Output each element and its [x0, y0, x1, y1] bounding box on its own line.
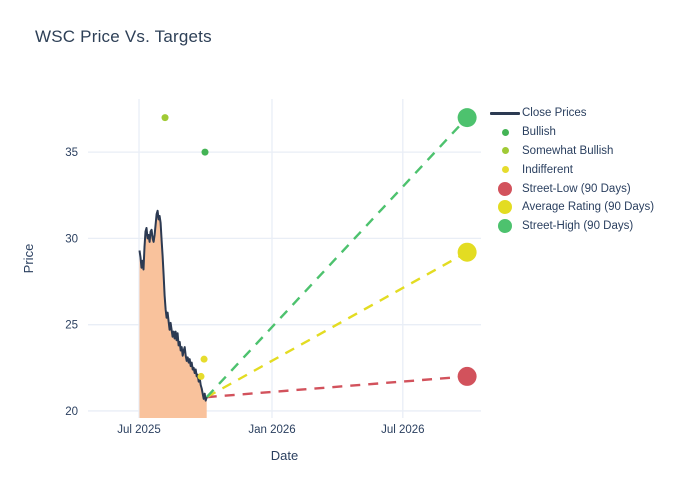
- y-tick-label: 20: [65, 406, 78, 418]
- legend-item-bullish[interactable]: Bullish: [488, 123, 654, 142]
- target-line-street-low-days-: [206, 375, 468, 399]
- legend-dot-swatch: [488, 181, 522, 196]
- marker-somewhat-bullish: [161, 114, 169, 122]
- legend-dot-swatch: [488, 219, 522, 234]
- legend-label: Close Prices: [522, 107, 587, 120]
- legend: Close Prices Bullish Somewhat Bullish Indif…: [488, 104, 654, 236]
- marker-average-rating-days-: [457, 242, 477, 262]
- legend-item-street-low-days-[interactable]: Street-Low (90 Days): [488, 179, 654, 198]
- marker-street-low-days-: [457, 366, 477, 386]
- legend-swatch-color: [501, 166, 509, 174]
- marker-bullish: [201, 148, 209, 156]
- legend-swatch-color: [490, 112, 520, 115]
- legend-dot-swatch: [488, 128, 522, 136]
- marker-indifferent: [197, 372, 205, 380]
- target-line-average-rating-days-: [206, 251, 468, 399]
- y-tick-label: 30: [65, 233, 78, 245]
- y-tick-label: 35: [65, 147, 78, 159]
- close-prices-line: [138, 209, 208, 402]
- legend-item-average-rating-days-[interactable]: Average Rating (90 Days): [488, 198, 654, 217]
- legend-label: Indifferent: [522, 163, 573, 176]
- legend-swatch-color: [498, 200, 512, 215]
- legend-item-close-prices[interactable]: Close Prices: [488, 104, 654, 123]
- legend-dot-swatch: [488, 166, 522, 174]
- legend-swatch-color: [501, 147, 509, 155]
- legend-item-indifferent[interactable]: Indifferent: [488, 160, 654, 179]
- x-axis-title: Date: [271, 448, 298, 463]
- legend-label: Somewhat Bullish: [522, 144, 614, 157]
- legend-swatch-color: [498, 181, 512, 196]
- legend-dot-swatch: [488, 147, 522, 155]
- legend-label: Bullish: [522, 126, 556, 139]
- legend-label: Street-High (90 Days): [522, 220, 634, 233]
- target-line-street-high-days-: [205, 116, 469, 398]
- legend-swatch-color: [498, 219, 512, 234]
- marker-street-high-days-: [457, 108, 477, 128]
- chart-title: WSC Price Vs. Targets: [35, 27, 212, 46]
- legend-item-street-high-days-[interactable]: Street-High (90 Days): [488, 217, 654, 236]
- marker-indifferent: [200, 355, 208, 363]
- y-tick-label: 25: [65, 320, 78, 332]
- legend-label: Street-Low (90 Days): [522, 182, 631, 195]
- x-tick-label: Jul 2025: [117, 424, 160, 436]
- y-axis-title: Price: [21, 244, 36, 274]
- legend-label: Average Rating (90 Days): [522, 201, 655, 214]
- x-tick-label: Jan 2026: [248, 424, 295, 436]
- legend-line-swatch: [488, 112, 522, 115]
- legend-dot-swatch: [488, 200, 522, 215]
- legend-item-somewhat-bullish[interactable]: Somewhat Bullish: [488, 142, 654, 161]
- legend-swatch-color: [501, 128, 509, 136]
- x-tick-label: Jul 2026: [381, 424, 424, 436]
